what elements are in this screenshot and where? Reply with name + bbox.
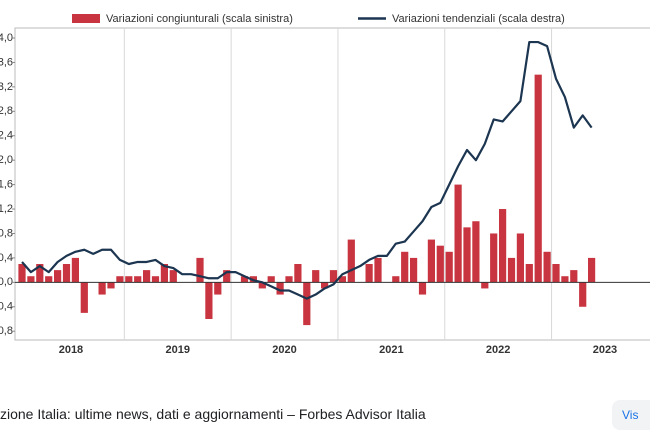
bar — [401, 251, 409, 283]
bar — [338, 276, 346, 283]
bar — [116, 276, 124, 283]
plot-frame — [14, 27, 650, 341]
bar — [507, 257, 516, 283]
visit-button[interactable]: Vis — [612, 400, 650, 430]
bar — [45, 276, 53, 283]
bar — [285, 276, 293, 283]
bar — [54, 270, 62, 283]
bar — [570, 270, 578, 283]
chart: -0,8 -0,4 0,0 0,4 0,8 1,2 1,6 2,0 2,4 2,8 3,2 3,6 4,… — [0, 0, 650, 365]
x-tick-label: 2019 — [166, 344, 190, 356]
bar — [134, 276, 142, 283]
bar — [125, 276, 133, 283]
bar — [294, 264, 302, 283]
y-tick-label: 2,4 — [0, 130, 13, 142]
bar — [445, 251, 453, 283]
bar — [258, 282, 266, 289]
y-tick-label: 0,4 — [0, 252, 13, 264]
y-tick-label: 3,2 — [0, 81, 13, 93]
bar — [18, 264, 26, 283]
y-tick-label: 0,8 — [0, 227, 13, 239]
y-tick-label: 4,0 — [0, 32, 13, 44]
y-tick-label: -0,8 — [0, 325, 13, 337]
bar — [303, 282, 311, 326]
y-tick-label: 3,6 — [0, 56, 13, 68]
legend-label: Variazioni congiunturali (scala sinistra… — [106, 13, 293, 25]
bar — [481, 282, 489, 289]
bar — [276, 282, 284, 295]
bar — [472, 221, 480, 283]
bar — [312, 270, 320, 283]
y-tick-label: 1,2 — [0, 203, 13, 215]
bar — [107, 282, 115, 289]
bar — [418, 282, 427, 295]
bar — [490, 233, 498, 283]
x-tick-label: 2018 — [59, 344, 83, 356]
x-tick-label: 2023 — [593, 344, 617, 356]
line — [21, 40, 593, 300]
bar — [365, 264, 373, 283]
bar — [36, 264, 44, 283]
bar — [374, 257, 382, 283]
chart-background — [0, 0, 650, 365]
y-tick-label: 0,0 — [0, 276, 13, 288]
bar — [98, 282, 106, 295]
bar — [463, 227, 471, 283]
bar — [143, 270, 151, 283]
bar — [240, 276, 249, 283]
x-tick-label: 2020 — [272, 344, 296, 356]
bar — [214, 282, 222, 295]
bar — [525, 264, 533, 283]
bar — [499, 209, 507, 283]
bar — [151, 276, 160, 283]
bar — [436, 245, 444, 283]
bar — [410, 257, 418, 283]
bar — [62, 264, 71, 283]
bar — [223, 270, 231, 283]
legend-label: Variazioni tendenziali (scala destra) — [392, 13, 565, 25]
bar — [321, 282, 329, 289]
bar — [427, 239, 435, 283]
bar — [552, 264, 560, 283]
bar — [516, 233, 524, 283]
bar — [588, 257, 596, 283]
bar — [534, 74, 542, 283]
y-tick-label: -0,4 — [0, 301, 13, 313]
bar — [329, 270, 338, 283]
x-tick-label: 2022 — [486, 344, 510, 356]
bar — [71, 257, 79, 283]
bar — [579, 282, 587, 307]
bar — [454, 184, 462, 283]
y-tick-label: 2,0 — [0, 154, 13, 166]
bar — [347, 239, 355, 283]
bar — [80, 282, 88, 313]
legend-swatch — [72, 14, 100, 23]
bar — [543, 251, 551, 283]
y-tick-label: 1,6 — [0, 179, 13, 191]
bar — [205, 282, 213, 319]
y-tick-label: 2,8 — [0, 105, 13, 117]
bar — [169, 270, 177, 283]
bar — [27, 276, 35, 283]
bar — [160, 264, 168, 283]
bar — [267, 276, 275, 283]
bar — [196, 257, 204, 283]
x-tick-label: 2021 — [379, 344, 403, 356]
bar — [392, 276, 400, 283]
bar — [561, 276, 569, 283]
result-title[interactable]: zione Italia: ultime news, dati e aggior… — [0, 406, 426, 422]
